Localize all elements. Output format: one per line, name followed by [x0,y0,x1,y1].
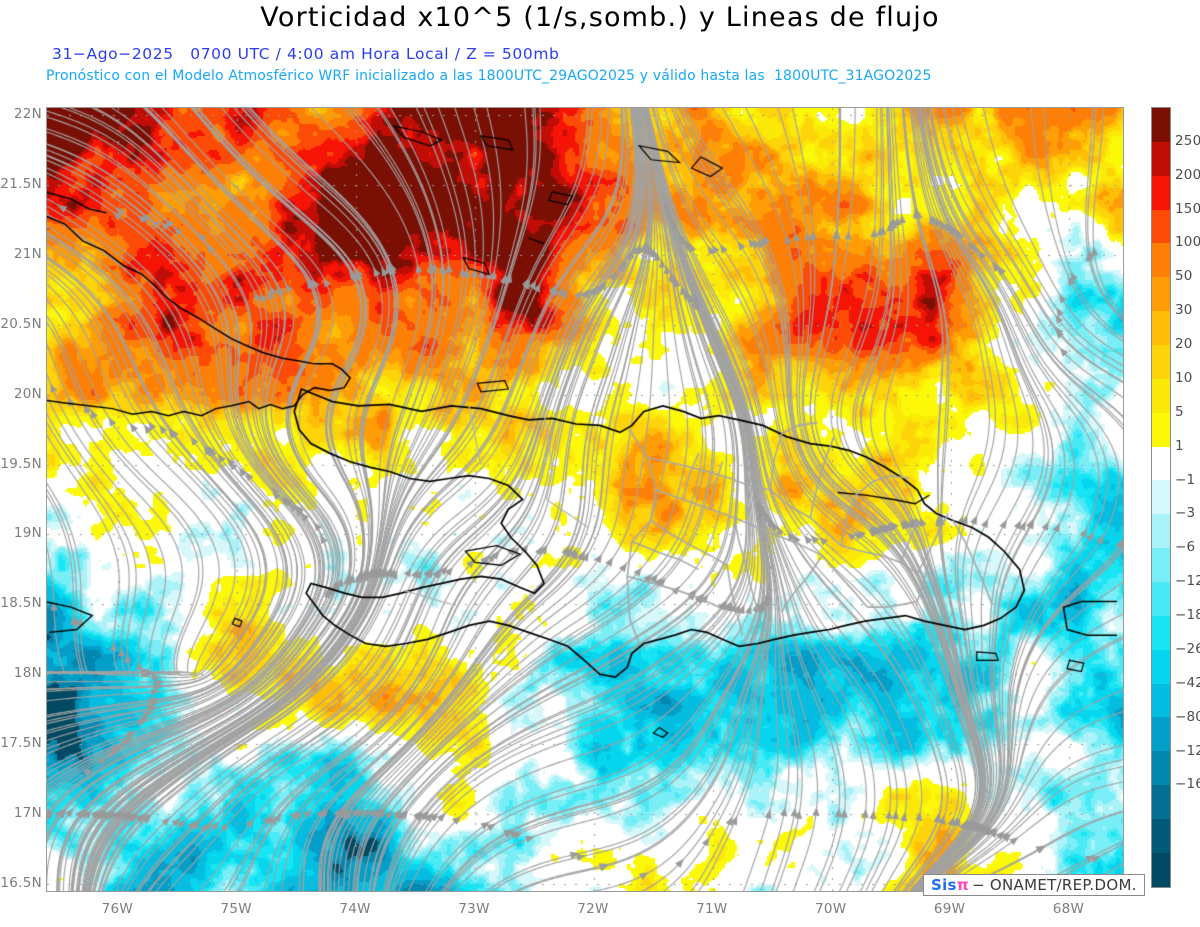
y-tick-label: 19N [13,525,42,542]
colorbar-band [1152,243,1170,278]
colorbar-tick-label: −80 [1175,708,1200,725]
colorbar-tick-label: −1 [1175,471,1196,488]
x-tick-label: 74W [339,901,371,917]
x-tick-label: 73W [458,901,490,917]
colorbar-band [1152,480,1170,515]
brand-prefix-label: Sis [931,876,957,894]
page-title: Vorticidad x10^5 (1/s,somb.) y Lineas de… [260,2,940,33]
y-tick-label: 19.5N [0,455,42,472]
colorbar-tick-label: 10 [1175,369,1193,386]
colorbar-tick-label: 5 [1175,403,1184,420]
colorbar-tick-label: 100 [1175,234,1200,251]
colorbar-tick-label: −12 [1175,573,1200,590]
y-tick-label: 21.5N [0,175,42,192]
y-tick-label: 17.5N [0,735,42,752]
coastline-layer [47,108,1123,891]
x-tick-label: 70W [814,901,847,917]
x-tick-label: 72W [577,901,609,917]
colorbar [1151,107,1171,888]
colorbar-band [1152,717,1170,752]
colorbar-band [1152,108,1170,142]
colorbar-band [1152,141,1170,176]
colorbar-tick-label: −120 [1175,742,1200,759]
y-tick-label: 18N [13,665,42,682]
colorbar-tick-label: 50 [1175,268,1193,285]
subtitle-datetime: 31−Ago−2025 0700 UTC / 4:00 am Hora Loca… [52,45,560,63]
y-tick-label: 22N [13,105,42,122]
colorbar-tick-label: −42 [1175,674,1200,691]
x-tick-label: 75W [220,901,252,917]
colorbar-band [1152,649,1170,684]
colorbar-band [1152,751,1170,786]
colorbar-band [1152,412,1170,447]
colorbar-band [1152,582,1170,616]
colorbar-band [1152,819,1170,853]
colorbar-tick-label: 1 [1175,437,1184,454]
colorbar-tick-label: 200 [1175,166,1200,183]
organization-label: − ONAMET/REP.DOM. [971,876,1137,894]
colorbar-tick-label: 250 [1175,132,1200,149]
map-plot-area [46,107,1124,892]
colorbar-band [1152,311,1170,346]
colorbar-band [1152,785,1170,820]
colorbar-band [1152,615,1170,650]
colorbar-tick-label: −18 [1175,607,1200,624]
colorbar-band [1152,683,1170,718]
y-tick-label: 18.5N [0,595,42,612]
colorbar-band [1152,345,1170,379]
y-tick-label: 20.5N [0,315,42,332]
colorbar-band [1152,175,1170,210]
x-tick-label: 71W [696,901,728,917]
colorbar-band [1152,514,1170,549]
colorbar-tick-label: −3 [1175,505,1196,522]
x-tick-label: 68W [1052,901,1085,917]
x-tick-label: 69W [933,901,966,917]
subtitle-model-info: Pronóstico con el Modelo Atmosférico WRF… [46,68,932,84]
colorbar-band [1152,209,1170,244]
colorbar-band [1152,852,1170,887]
y-tick-label: 20N [13,385,42,402]
colorbar-band [1152,378,1170,413]
colorbar-tick-label: 30 [1175,302,1193,319]
colorbar-band [1152,446,1170,481]
x-tick-label: 76W [101,901,134,917]
colorbar-tick-label: −160 [1175,776,1200,793]
y-tick-label: 17N [13,805,42,822]
y-tick-label: 16.5N [0,875,42,891]
y-tick-label: 21N [13,245,42,262]
colorbar-tick-label: −6 [1175,539,1196,556]
colorbar-band [1152,548,1170,583]
colorbar-band [1152,277,1170,312]
colorbar-tick-label: −26 [1175,640,1200,657]
colorbar-tick-label: 150 [1175,200,1200,217]
attribution-badge: Sis π − ONAMET/REP.DOM. [923,874,1145,896]
colorbar-tick-label: 20 [1175,336,1193,353]
brand-symbol-label: π [956,876,969,894]
